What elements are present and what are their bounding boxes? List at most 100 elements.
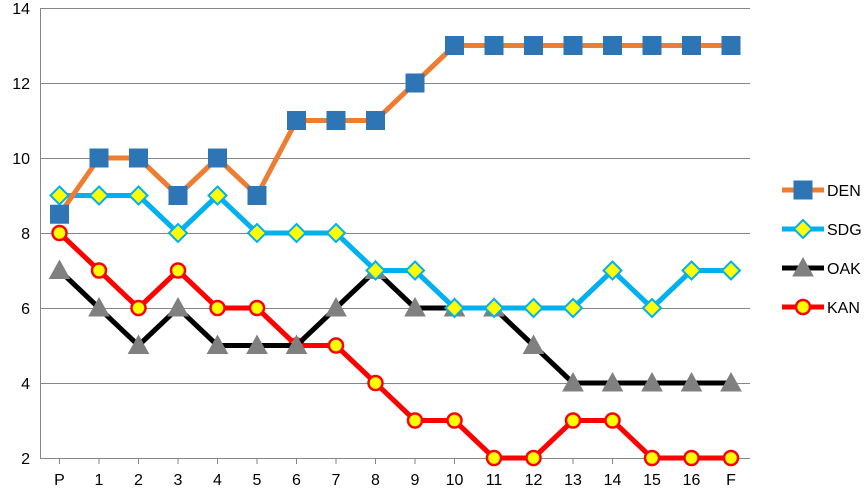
data-point-den-1	[89, 148, 109, 168]
data-point-kan-13	[564, 412, 582, 429]
x-tick-label-15: 15	[643, 472, 661, 489]
data-point-kan-14	[604, 412, 621, 429]
data-point-sdg-16	[681, 260, 702, 281]
data-point-oak-7	[325, 296, 347, 317]
legend: DEN SDG OAK KAN	[782, 180, 862, 317]
legend-marker-kan	[794, 298, 812, 316]
series-line-den	[57, 43, 734, 217]
data-point-kan-F	[722, 449, 740, 467]
data-point-kan-4	[209, 299, 226, 317]
data-point-den-5	[247, 186, 267, 205]
data-point-sdg-P	[49, 185, 70, 206]
data-point-sdg-14	[602, 260, 623, 281]
series-sdg	[49, 185, 742, 319]
x-tick-label-8: 8	[371, 472, 380, 489]
data-point-kan-2	[130, 299, 147, 317]
data-point-oak-14	[601, 371, 624, 392]
data-point-oak-6	[285, 334, 308, 354]
legend-marker-oak	[792, 256, 814, 277]
x-tick-label-4: 4	[213, 472, 222, 489]
x-tick-label-11: 11	[486, 472, 503, 489]
data-point-kan-12	[525, 449, 542, 467]
data-point-den-F	[721, 36, 741, 55]
data-point-sdg-1	[88, 185, 110, 206]
x-tick-label-7: 7	[332, 472, 341, 489]
y-axis-tick-labels: 2 4 6 8 10 12 14	[12, 1, 30, 468]
data-point-den-4	[208, 148, 227, 168]
legend-label-kan: KAN	[827, 300, 860, 317]
data-point-den-7	[326, 111, 346, 130]
x-tick-label-6: 6	[292, 472, 301, 489]
data-point-sdg-15	[641, 297, 663, 319]
series-group	[48, 36, 742, 467]
data-point-den-P	[50, 204, 69, 224]
data-point-den-12	[524, 36, 543, 55]
x-tick-label-10: 10	[446, 472, 464, 489]
legend-item-oak: OAK	[782, 256, 861, 278]
data-point-oak-P	[48, 259, 71, 279]
data-point-oak-4	[206, 334, 229, 354]
legend-marker-den	[793, 180, 813, 200]
x-tick-label-3: 3	[174, 472, 183, 489]
data-point-oak-2	[127, 334, 150, 354]
data-point-oak-16	[680, 371, 703, 392]
data-point-kan-11	[485, 449, 503, 467]
data-point-den-11	[484, 36, 504, 55]
data-point-oak-9	[404, 296, 426, 317]
data-point-sdg-9	[404, 260, 426, 281]
data-point-den-2	[129, 148, 148, 168]
data-point-den-10	[445, 36, 464, 55]
legend-label-den: DEN	[827, 183, 861, 200]
data-point-den-8	[366, 111, 385, 130]
y-tick-label-4: 4	[21, 376, 30, 393]
data-point-sdg-6	[286, 222, 307, 244]
data-point-kan-8	[367, 374, 384, 392]
x-tick-label-5: 5	[253, 472, 262, 489]
x-tick-label-16: 16	[683, 472, 701, 489]
data-point-sdg-F	[720, 260, 742, 281]
data-point-oak-5	[246, 334, 268, 354]
data-point-oak-1	[88, 296, 110, 317]
data-point-sdg-5	[246, 222, 268, 244]
data-point-oak-3	[167, 296, 189, 317]
series-line-kan	[57, 230, 734, 461]
data-point-den-13	[563, 36, 583, 55]
data-point-kan-9	[406, 412, 424, 429]
x-tick-label-13: 13	[564, 472, 582, 489]
x-tick-label-9: 9	[411, 472, 420, 489]
series-kan	[51, 224, 740, 467]
y-tick-label-2: 2	[21, 451, 30, 468]
legend-item-kan: KAN	[782, 298, 860, 317]
data-point-kan-3	[169, 262, 187, 279]
data-point-sdg-2	[128, 185, 149, 206]
data-point-sdg-13	[562, 297, 584, 319]
legend-item-den: DEN	[782, 180, 861, 200]
y-tick-label-8: 8	[21, 226, 30, 243]
legend-label-oak: OAK	[827, 261, 861, 278]
x-tick-label-2: 2	[134, 472, 143, 489]
data-point-sdg-8	[365, 260, 386, 281]
data-point-sdg-3	[167, 222, 189, 244]
x-tick-label-12: 12	[525, 472, 543, 489]
data-point-den-14	[603, 36, 622, 55]
y-tick-label-12: 12	[12, 76, 30, 93]
data-point-sdg-12	[523, 297, 544, 319]
x-tick-label-P: P	[54, 472, 65, 489]
series-den	[50, 36, 741, 224]
data-point-sdg-10	[444, 297, 465, 319]
data-point-den-16	[682, 36, 701, 55]
data-point-kan-5	[248, 299, 266, 317]
data-point-kan-16	[683, 449, 700, 467]
data-point-oak-15	[641, 371, 663, 392]
data-point-oak-13	[562, 371, 584, 392]
data-point-den-3	[168, 186, 188, 205]
x-axis: P 1 2 3 4 5 6 7 8 9 10 11 12 13 14 15 16 F	[40, 8, 750, 489]
data-point-kan-7	[327, 337, 345, 354]
data-point-sdg-4	[207, 185, 228, 206]
y-tick-label-14: 14	[12, 1, 30, 18]
data-point-oak-12	[522, 334, 545, 354]
legend-marker-sdg	[792, 218, 814, 240]
data-point-den-15	[642, 36, 662, 55]
data-point-kan-1	[90, 262, 108, 279]
